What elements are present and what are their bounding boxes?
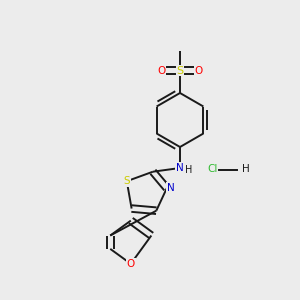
Text: O: O (194, 65, 203, 76)
Text: O: O (127, 259, 135, 269)
Text: N: N (176, 163, 184, 173)
Text: S: S (124, 176, 130, 186)
Text: O: O (157, 65, 166, 76)
Text: H: H (242, 164, 250, 175)
Text: S: S (176, 65, 184, 76)
Text: H: H (185, 165, 192, 176)
Text: N: N (167, 183, 175, 193)
Text: Cl: Cl (208, 164, 218, 175)
